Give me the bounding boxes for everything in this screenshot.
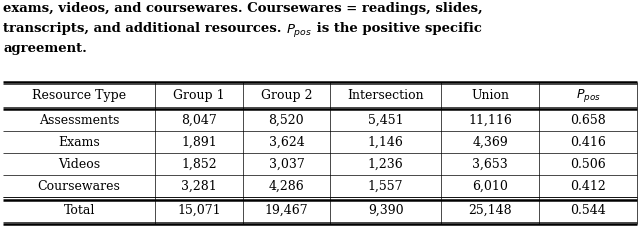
Text: 4,369: 4,369	[472, 136, 508, 148]
Text: 3,653: 3,653	[472, 157, 508, 171]
Text: 4,286: 4,286	[269, 180, 304, 192]
Text: exams, videos, and coursewares. Coursewares = readings, slides,: exams, videos, and coursewares. Coursewa…	[3, 2, 483, 15]
Text: Assessments: Assessments	[39, 113, 119, 127]
Text: Coursewares: Coursewares	[38, 180, 120, 192]
Text: 1,146: 1,146	[368, 136, 404, 148]
Text: transcripts, and additional resources.: transcripts, and additional resources.	[3, 22, 286, 35]
Text: $P_{pos}$: $P_{pos}$	[576, 87, 600, 104]
Text: 8,047: 8,047	[181, 113, 217, 127]
Text: 3,281: 3,281	[181, 180, 217, 192]
Text: Union: Union	[471, 89, 509, 102]
Text: 25,148: 25,148	[468, 204, 512, 217]
Text: 0.416: 0.416	[570, 136, 606, 148]
Text: 0.506: 0.506	[570, 157, 606, 171]
Text: 19,467: 19,467	[264, 204, 308, 217]
Text: 5,451: 5,451	[368, 113, 403, 127]
Text: Resource Type: Resource Type	[32, 89, 126, 102]
Text: Group 2: Group 2	[260, 89, 312, 102]
Text: Total: Total	[63, 204, 95, 217]
Text: is the positive specific: is the positive specific	[312, 22, 482, 35]
Text: 0.544: 0.544	[570, 204, 606, 217]
Text: 3,037: 3,037	[269, 157, 304, 171]
Text: Videos: Videos	[58, 157, 100, 171]
Text: agreement.: agreement.	[3, 42, 87, 55]
Text: $P_{pos}$: $P_{pos}$	[286, 22, 312, 39]
Text: 1,891: 1,891	[181, 136, 217, 148]
Text: 0.658: 0.658	[570, 113, 606, 127]
Text: 1,236: 1,236	[368, 157, 403, 171]
Text: Intersection: Intersection	[348, 89, 424, 102]
Text: 1,557: 1,557	[368, 180, 403, 192]
Text: 1,852: 1,852	[181, 157, 217, 171]
Text: 3,624: 3,624	[269, 136, 304, 148]
Text: Group 1: Group 1	[173, 89, 225, 102]
Text: 6,010: 6,010	[472, 180, 508, 192]
Text: 9,390: 9,390	[368, 204, 403, 217]
Text: Exams: Exams	[58, 136, 100, 148]
Text: 0.412: 0.412	[570, 180, 606, 192]
Text: 15,071: 15,071	[177, 204, 221, 217]
Text: 8,520: 8,520	[269, 113, 304, 127]
Text: 11,116: 11,116	[468, 113, 512, 127]
